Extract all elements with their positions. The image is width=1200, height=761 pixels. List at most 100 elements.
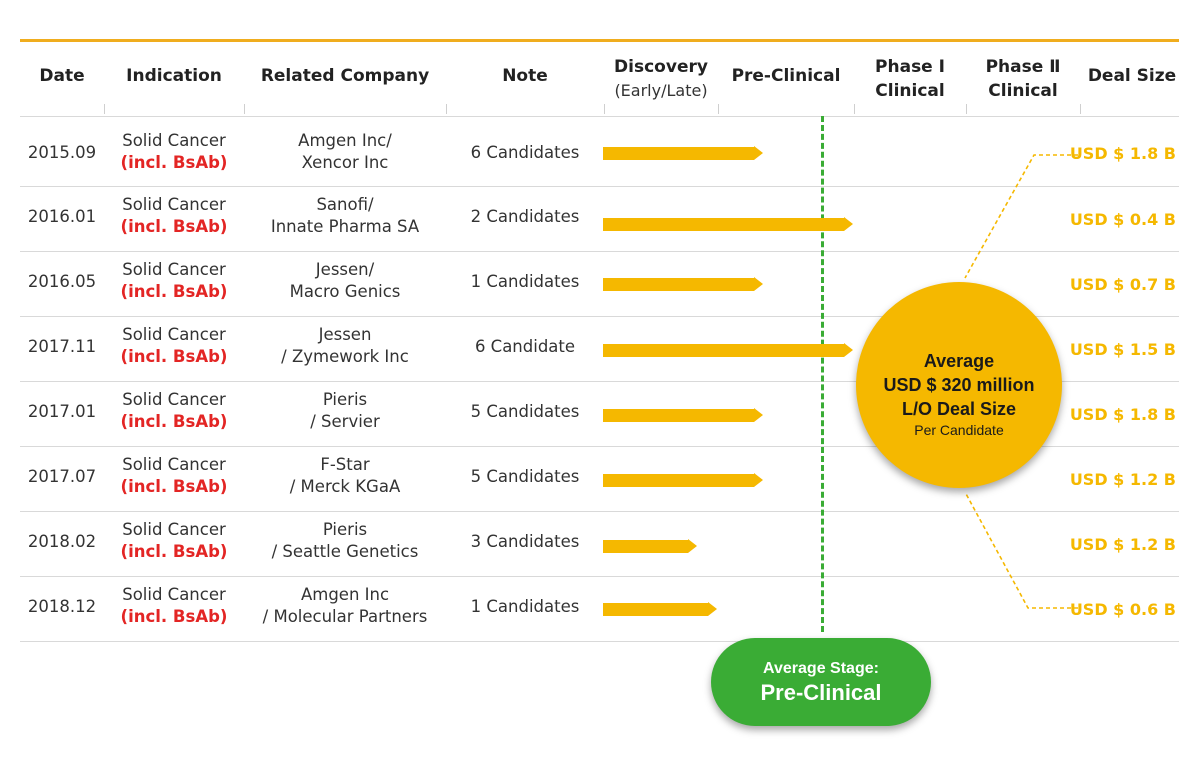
row-company: Pieris / Servier xyxy=(244,389,446,433)
row-indication: Solid Cancer (incl. BsAb) xyxy=(104,324,244,368)
row-divider xyxy=(20,186,1179,187)
stage-arrow-icon xyxy=(754,473,763,487)
company-line-2: / Molecular Partners xyxy=(262,607,428,626)
table-row: 2016.01 Solid Cancer (incl. BsAb) Sanofi… xyxy=(0,186,1200,251)
row-date: 2018.02 xyxy=(27,532,97,551)
table-row: 2015.09 Solid Cancer (incl. BsAb) Amgen … xyxy=(0,116,1200,186)
stage-bar xyxy=(603,409,754,422)
table-row: 2018.02 Solid Cancer (incl. BsAb) Pieris… xyxy=(0,511,1200,576)
row-deal-size: USD $ 1.8 B xyxy=(1069,405,1176,424)
indication-name: Solid Cancer xyxy=(122,131,226,150)
stage-bar xyxy=(603,474,754,487)
company-line-1: Amgen Inc/ xyxy=(298,131,392,150)
header-discovery: Discovery (Early/Late) xyxy=(604,55,718,103)
header-phase2-label: Phase Ⅱ xyxy=(985,57,1061,77)
indication-bsab: (incl. BsAb) xyxy=(120,347,228,366)
row-company: Sanofi/ Innate Pharma SA xyxy=(244,194,446,238)
header-deal-size: Deal Size xyxy=(1087,66,1177,86)
row-indication: Solid Cancer (incl. BsAb) xyxy=(104,259,244,303)
row-divider xyxy=(20,316,1179,317)
header-phase1-label: Phase Ⅰ xyxy=(875,57,945,77)
header-separator xyxy=(718,104,719,114)
row-note: 5 Candidates xyxy=(470,402,580,421)
header-discovery-sub: (Early/Late) xyxy=(614,81,708,100)
indication-name: Solid Cancer xyxy=(122,260,226,279)
company-line-1: Jessen/ xyxy=(315,260,375,279)
row-divider xyxy=(20,116,1179,117)
indication-name: Solid Cancer xyxy=(122,195,226,214)
header-discovery-label: Discovery xyxy=(614,57,708,77)
indication-bsab: (incl. BsAb) xyxy=(120,282,228,301)
row-divider xyxy=(20,576,1179,577)
stage-arrow-icon xyxy=(754,408,763,422)
row-note: 1 Candidates xyxy=(470,597,580,616)
indication-bsab: (incl. BsAb) xyxy=(120,477,228,496)
stage-bar xyxy=(603,540,688,553)
company-line-1: Amgen Inc xyxy=(300,585,390,604)
company-line-1: Sanofi/ xyxy=(316,195,374,214)
header-phase2: Phase Ⅱ Clinical xyxy=(966,55,1080,103)
connector-line-top xyxy=(964,154,1078,279)
row-deal-size: USD $ 1.5 B xyxy=(1069,340,1176,359)
indication-bsab: (incl. BsAb) xyxy=(120,607,228,626)
average-line-2: USD $ 320 million xyxy=(883,375,1035,395)
stage-arrow-icon xyxy=(708,602,717,616)
row-company: Jessen / Zymework Inc xyxy=(244,324,446,368)
header-note: Note xyxy=(502,66,548,86)
row-note: 1 Candidates xyxy=(470,272,580,291)
average-line-1: Average xyxy=(923,351,995,371)
row-indication: Solid Cancer (incl. BsAb) xyxy=(104,130,244,174)
stage-bar xyxy=(603,218,844,231)
stage-bar xyxy=(603,344,844,357)
row-date: 2017.11 xyxy=(27,337,97,356)
average-stage-value: Pre-Clinical xyxy=(760,680,882,705)
row-divider xyxy=(20,251,1179,252)
stage-arrow-icon xyxy=(754,277,763,291)
row-indication: Solid Cancer (incl. BsAb) xyxy=(104,584,244,628)
average-line-4: Per Candidate xyxy=(914,422,1004,438)
row-date: 2017.01 xyxy=(27,402,97,421)
row-deal-size: USD $ 1.2 B xyxy=(1069,535,1176,554)
row-note: 3 Candidates xyxy=(470,532,580,551)
row-indication: Solid Cancer (incl. BsAb) xyxy=(104,519,244,563)
average-stage-badge: Average Stage: Pre-Clinical xyxy=(711,638,931,726)
company-line-1: F-Star xyxy=(320,455,370,474)
header-related-company: Related Company xyxy=(260,66,430,86)
stage-arrow-icon xyxy=(754,146,763,160)
stage-bar xyxy=(603,147,754,160)
header-phase2-sub: Clinical xyxy=(988,81,1058,101)
header-separator xyxy=(966,104,967,114)
row-indication: Solid Cancer (incl. BsAb) xyxy=(104,389,244,433)
indication-bsab: (incl. BsAb) xyxy=(120,153,228,172)
row-company: Pieris / Seattle Genetics xyxy=(244,519,446,563)
company-line-1: Pieris xyxy=(322,520,368,539)
stage-arrow-icon xyxy=(688,539,697,553)
indication-name: Solid Cancer xyxy=(122,520,226,539)
company-line-1: Pieris xyxy=(322,390,368,409)
row-company: Amgen Inc / Molecular Partners xyxy=(244,584,446,628)
row-company: Jessen/ Macro Genics xyxy=(244,259,446,303)
average-line-3: L/O Deal Size xyxy=(901,399,1017,419)
header-separator xyxy=(104,104,105,114)
company-line-2: / Seattle Genetics xyxy=(271,542,419,561)
company-line-2: Macro Genics xyxy=(289,282,401,301)
indication-bsab: (incl. BsAb) xyxy=(120,542,228,561)
average-deal-size-badge: Average USD $ 320 million L/O Deal Size … xyxy=(856,282,1062,488)
row-indication: Solid Cancer (incl. BsAb) xyxy=(104,454,244,498)
row-note: 2 Candidates xyxy=(470,207,580,226)
company-line-2: / Servier xyxy=(310,412,380,431)
row-deal-size: USD $ 1.8 B xyxy=(1069,144,1176,163)
header-phase1-sub: Clinical xyxy=(875,81,945,101)
indication-name: Solid Cancer xyxy=(122,455,226,474)
row-deal-size: USD $ 1.2 B xyxy=(1069,470,1176,489)
stage-arrow-icon xyxy=(844,343,853,357)
indication-name: Solid Cancer xyxy=(122,585,226,604)
company-line-1: Jessen xyxy=(318,325,372,344)
table-row: 2017.01 Solid Cancer (incl. BsAb) Pieris… xyxy=(0,381,1200,446)
row-divider xyxy=(20,511,1179,512)
row-date: 2018.12 xyxy=(27,597,97,616)
row-date: 2016.05 xyxy=(27,272,97,291)
header-separator xyxy=(446,104,447,114)
row-date: 2015.09 xyxy=(27,143,97,162)
row-date: 2016.01 xyxy=(27,207,97,226)
